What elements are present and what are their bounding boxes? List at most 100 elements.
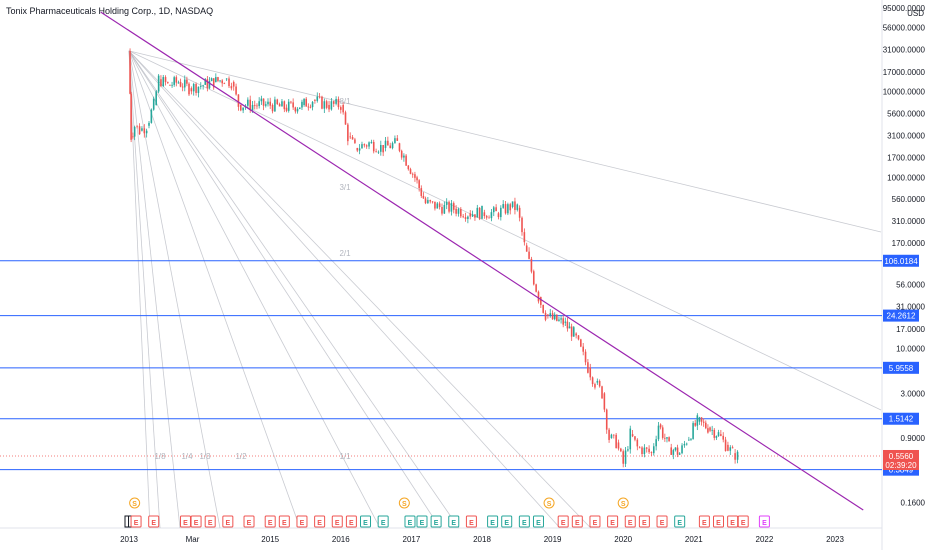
candle-body: [441, 207, 443, 214]
currency-label: USD: [907, 9, 924, 18]
candle-body: [681, 445, 683, 454]
earnings-marker-label: E: [335, 520, 340, 527]
candle-body: [612, 434, 615, 436]
earnings-marker: [727, 515, 739, 528]
candle-body: [462, 216, 464, 218]
candle-body: [497, 213, 500, 218]
level-price-badge: [883, 361, 919, 374]
candle-body: [580, 339, 582, 347]
candle-body: [507, 204, 509, 214]
candle-body: [636, 439, 639, 447]
gann-fan-label: 1/1: [339, 452, 351, 461]
y-tick-label: 56.0000: [896, 280, 925, 289]
candle-body: [427, 200, 429, 204]
earnings-marker: [465, 515, 477, 528]
candle-body: [668, 437, 670, 442]
earnings-marker-label: E: [363, 520, 368, 527]
candle-body: [287, 101, 290, 111]
earnings-marker-label: E: [610, 520, 615, 527]
earnings-marker-label: E: [561, 520, 566, 527]
chart-title: Tonix Pharmaceuticals Holding Corp., 1D,…: [6, 6, 214, 16]
candle-body: [337, 98, 340, 108]
candle-body: [351, 137, 354, 140]
candle-body: [167, 82, 169, 83]
gann-fan-line: [128, 50, 441, 529]
earnings-marker: [713, 515, 725, 528]
candle-body: [208, 81, 211, 89]
earnings-marker: [190, 515, 202, 528]
candle-body: [258, 101, 260, 107]
dividend-marker-label: S: [132, 501, 137, 508]
earnings-marker-label: E: [702, 520, 707, 527]
candle-body: [210, 78, 213, 82]
candle-body: [175, 77, 178, 83]
candle-body: [724, 439, 727, 452]
candle-body: [375, 151, 377, 153]
x-tick-label: 2020: [614, 535, 632, 544]
candle-body: [570, 326, 573, 337]
candle-body: [354, 139, 356, 143]
candle-body: [429, 200, 432, 202]
candle-body: [253, 104, 256, 106]
candle-body: [564, 321, 567, 323]
earnings-marker: [557, 515, 569, 528]
candle-body: [629, 428, 632, 450]
y-tick-label: 31000.0000: [883, 46, 926, 55]
earnings-marker-label: E: [300, 520, 305, 527]
candle-body: [511, 201, 514, 208]
earnings-marker: [345, 515, 357, 528]
candle-body: [262, 98, 265, 106]
earnings-marker-label: E: [660, 520, 665, 527]
last-price-label: 0.5560: [889, 452, 914, 461]
candle-body: [148, 122, 150, 126]
candle-body: [645, 447, 648, 449]
candle-body: [190, 88, 193, 92]
candle-body: [150, 109, 153, 123]
earnings-marker-label: E: [247, 520, 252, 527]
candle-body: [540, 297, 542, 305]
candle-body: [624, 450, 627, 464]
candle-body: [274, 99, 276, 112]
candle-body: [164, 77, 167, 83]
y-tick-label: 56000.0000: [883, 24, 926, 33]
earnings-marker-label: E: [642, 520, 647, 527]
candle-body: [709, 427, 711, 431]
earnings-marker: [278, 515, 290, 528]
candle-body: [223, 83, 226, 85]
candle-body: [344, 112, 347, 125]
candle-body: [469, 213, 472, 217]
candle-body: [702, 421, 705, 423]
candle-body: [157, 75, 160, 92]
candle-body: [572, 327, 575, 337]
y-tick-label: 0.1600: [901, 498, 926, 507]
candle-body: [676, 447, 679, 455]
candle-body: [228, 78, 230, 87]
level-price-label: 1.5142: [889, 415, 914, 424]
level-price-badge: [883, 309, 919, 322]
candle-body: [136, 125, 138, 127]
earnings-marker: [698, 515, 710, 528]
gann-fan-line: [128, 50, 381, 529]
candle-body: [247, 99, 249, 106]
candle-body: [670, 447, 673, 455]
candle-body: [335, 98, 337, 104]
x-tick-label: 2013: [120, 535, 138, 544]
candle-body: [504, 204, 507, 214]
y-tick-label: 10.0000: [896, 345, 925, 354]
candle-body: [215, 77, 217, 82]
candle-body: [183, 79, 186, 88]
candle-body: [251, 104, 254, 110]
earnings-marker: [377, 515, 389, 528]
gann-fan-line: [128, 50, 561, 529]
gann-fan-line: [128, 50, 591, 529]
x-tick-label: 2018: [473, 535, 491, 544]
candle-body: [278, 104, 281, 107]
candle-body: [608, 429, 610, 440]
candle-body: [382, 144, 384, 153]
earnings-marker-label: E: [226, 520, 231, 527]
candle-body: [281, 101, 283, 107]
candle-body: [235, 86, 237, 95]
y-tick-label: 1000.0000: [887, 173, 925, 182]
